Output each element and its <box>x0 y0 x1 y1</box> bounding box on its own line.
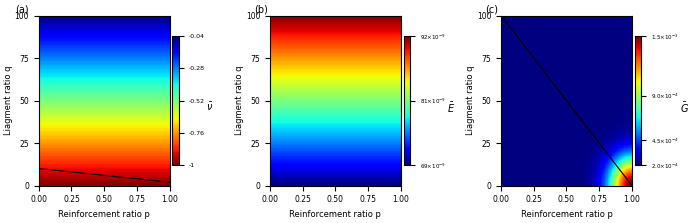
X-axis label: Reinforcement ratio p: Reinforcement ratio p <box>58 210 150 219</box>
Text: (b): (b) <box>254 4 268 14</box>
X-axis label: Reinforcement ratio p: Reinforcement ratio p <box>290 210 381 219</box>
Text: (a): (a) <box>15 4 29 14</box>
Y-axis label: Liagment ratio q: Liagment ratio q <box>4 66 13 135</box>
Y-axis label: $\bar{\nu}$: $\bar{\nu}$ <box>207 101 213 113</box>
Y-axis label: Liagment ratio q: Liagment ratio q <box>236 66 245 135</box>
X-axis label: Reinforcement ratio p: Reinforcement ratio p <box>520 210 613 219</box>
Text: (c): (c) <box>485 4 498 14</box>
Y-axis label: $\bar{E}$: $\bar{E}$ <box>447 101 455 115</box>
Y-axis label: Liagment ratio q: Liagment ratio q <box>466 66 475 135</box>
Y-axis label: $\bar{G}$: $\bar{G}$ <box>680 101 689 115</box>
